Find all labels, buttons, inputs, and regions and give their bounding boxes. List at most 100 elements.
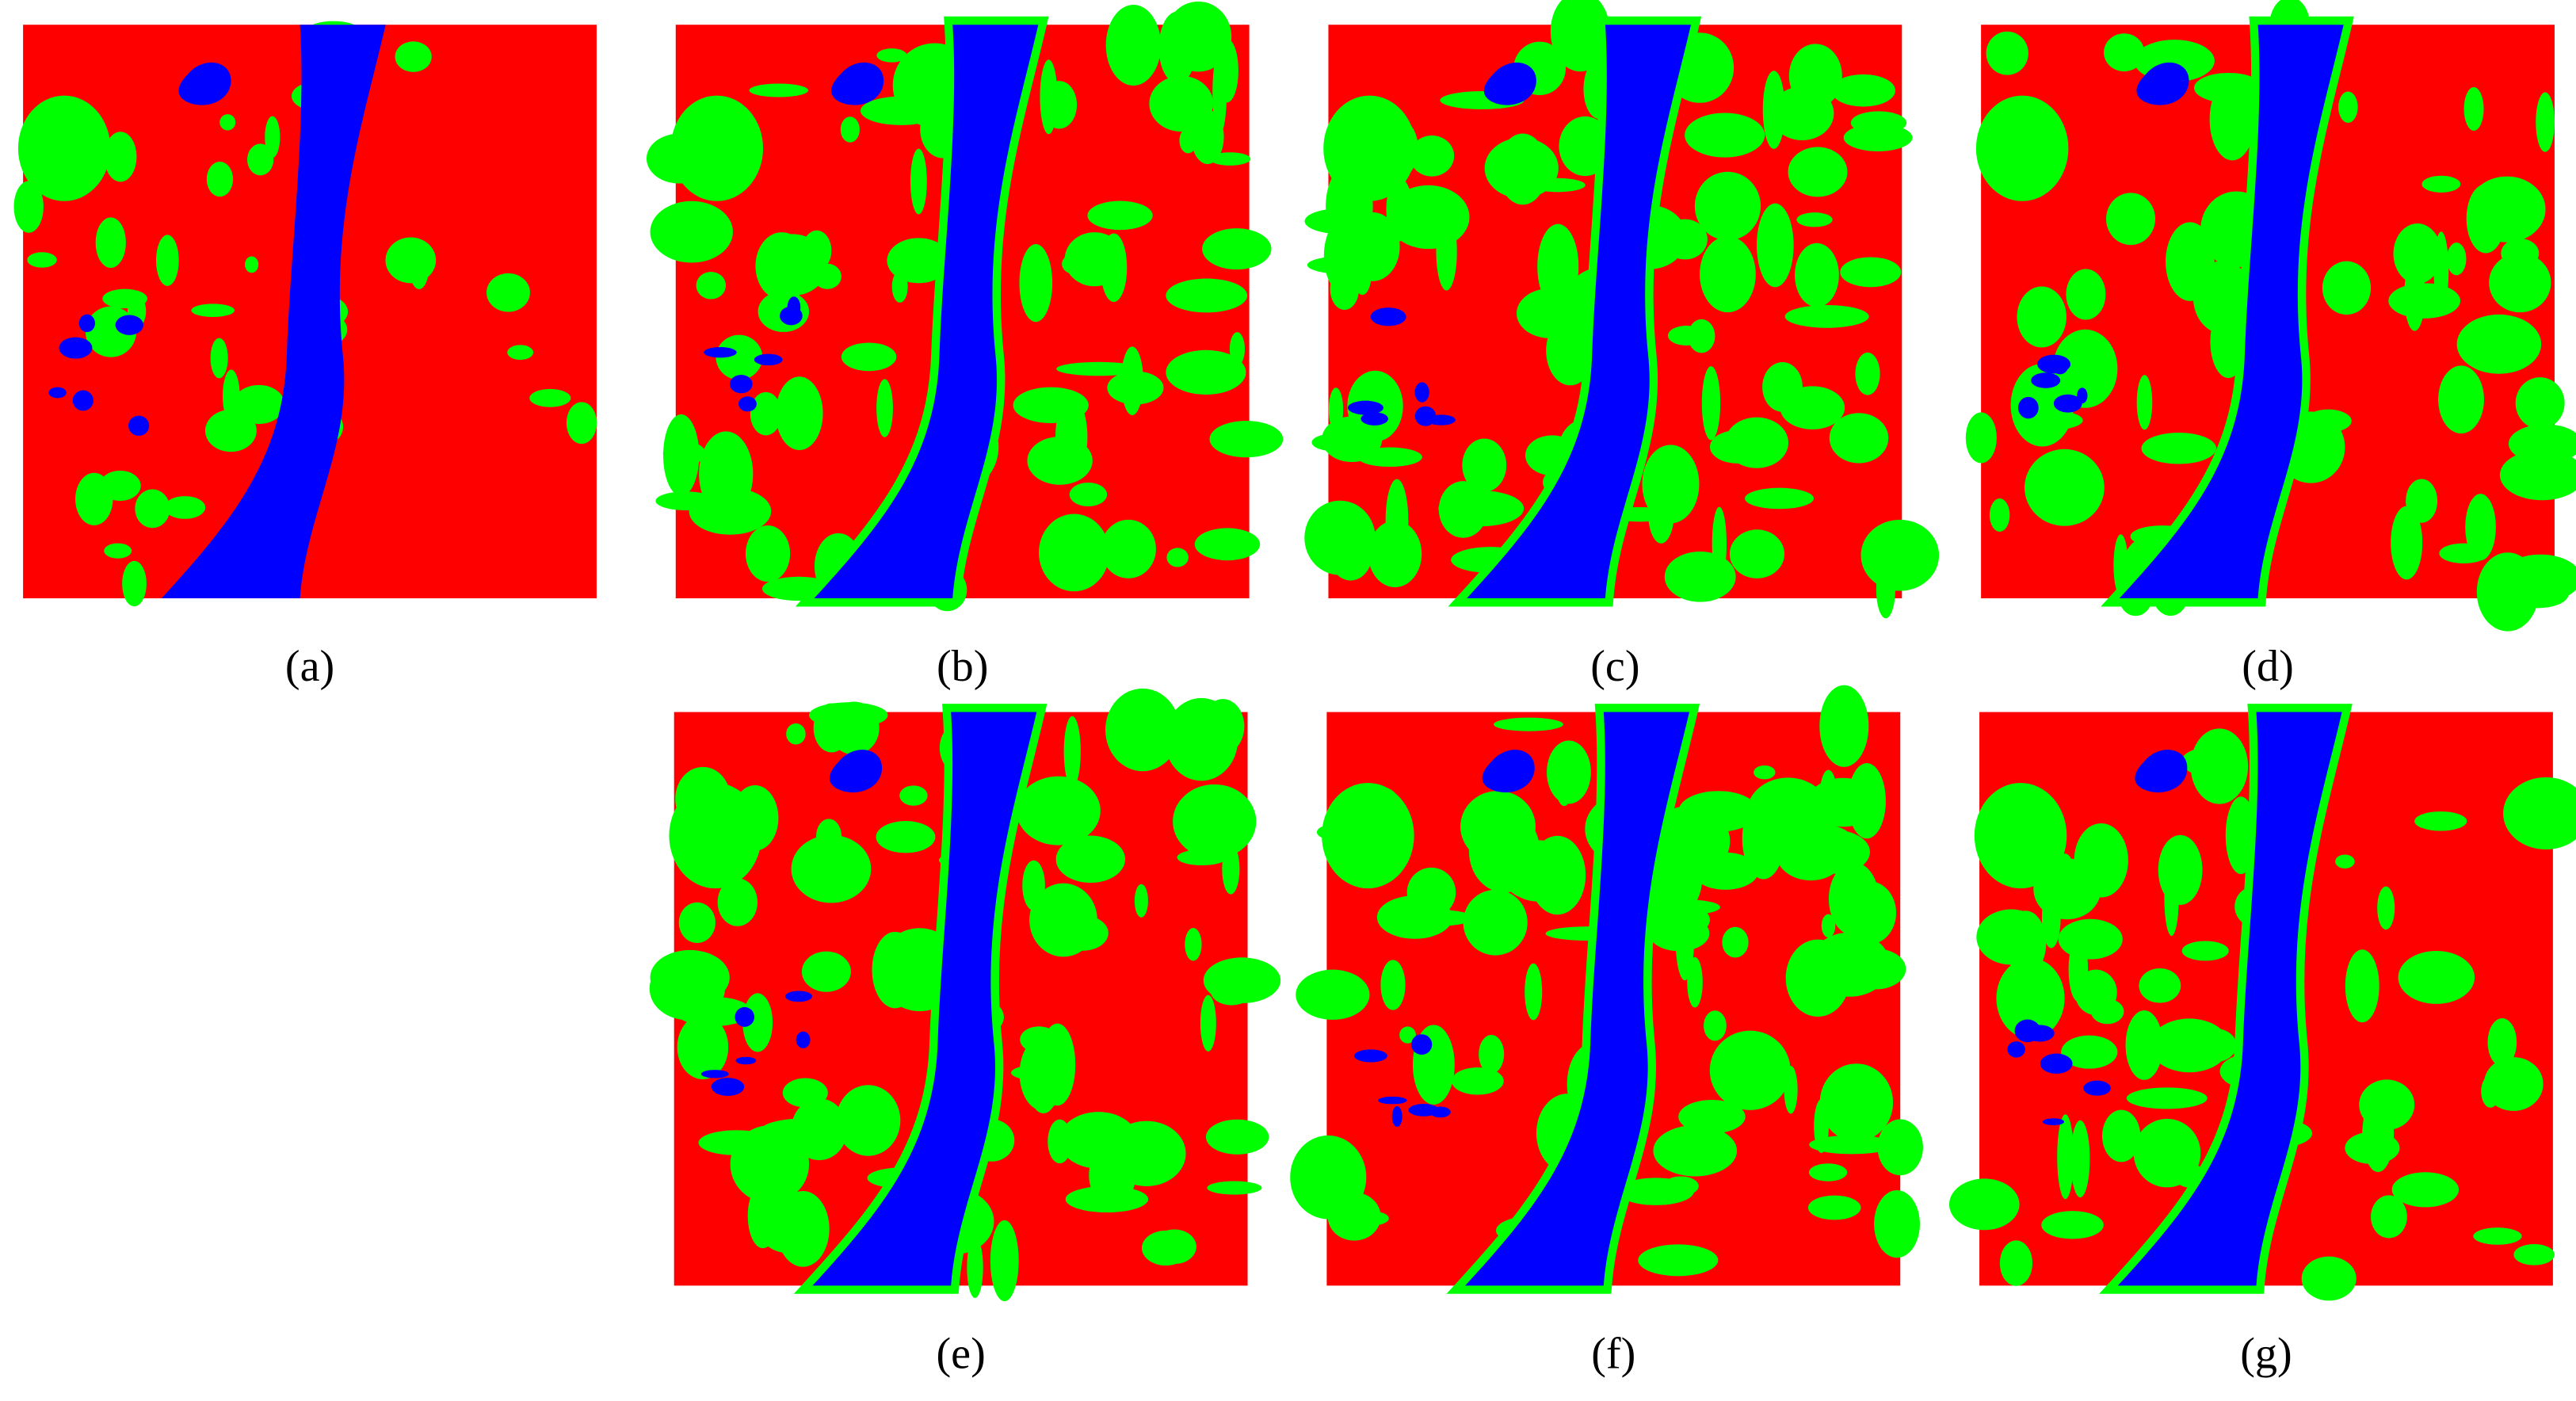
vegetation-patch: [27, 252, 57, 268]
vegetation-patch: [1501, 841, 1581, 902]
lake: [1482, 750, 1535, 792]
vegetation-patch: [650, 200, 733, 263]
vegetation-patch: [1179, 128, 1197, 154]
vegetation-patch: [104, 543, 132, 559]
pond: [2031, 372, 2061, 388]
vegetation-patch: [1202, 228, 1272, 270]
vegetation-patch: [1062, 254, 1084, 274]
vegetation-patch: [1039, 513, 1110, 592]
vegetation-patch: [1463, 889, 1528, 956]
vegetation-patch: [2102, 1109, 2141, 1162]
vegetation-patch: [2126, 1087, 2208, 1109]
vegetation-patch: [1229, 332, 1246, 366]
vegetation-patch: [1662, 219, 1708, 260]
vegetation-patch: [1762, 361, 1803, 412]
pond: [2053, 394, 2082, 413]
vegetation-patch: [95, 217, 126, 269]
vegetation-patch: [1158, 11, 1196, 84]
vegetation-patch: [2057, 1114, 2074, 1200]
vegetation-patch: [1105, 688, 1181, 772]
vegetation-patch: [566, 402, 597, 445]
vegetation-patch: [1101, 519, 1156, 578]
vegetation-patch: [122, 560, 147, 607]
vegetation-patch: [2025, 449, 2105, 526]
pond: [1361, 412, 1388, 426]
vegetation-patch: [1311, 433, 1365, 452]
vegetation-patch: [1688, 319, 1715, 353]
vegetation-patch: [2054, 853, 2076, 911]
vegetation-patch: [749, 83, 809, 97]
vegetation-patch: [2391, 1172, 2460, 1208]
vegetation-patch: [1948, 1178, 2020, 1231]
vegetation-patch: [1784, 305, 1869, 328]
vegetation-patch: [1027, 436, 1093, 485]
vegetation-patch: [876, 48, 907, 63]
vegetation-patch: [899, 785, 928, 806]
vegetation-patch: [678, 902, 716, 943]
vegetation-patch: [1687, 956, 1703, 1008]
vegetation-patch: [409, 244, 429, 289]
classification-map: (c): [1304, 0, 1940, 691]
pond: [2083, 1080, 2111, 1096]
vegetation-patch: [1999, 1240, 2033, 1286]
vegetation-patch: [1210, 975, 1254, 1006]
classification-map: (f): [1290, 685, 1923, 1378]
vegetation-patch: [2181, 941, 2229, 961]
pond: [784, 991, 813, 1002]
vegetation-patch: [1685, 113, 1765, 158]
panel-label: (a): [285, 642, 334, 691]
vegetation-patch: [2041, 888, 2061, 949]
pond: [59, 337, 93, 359]
pond: [2017, 396, 2039, 419]
vegetation-patch: [816, 819, 842, 854]
vegetation-patch: [1550, 0, 1610, 72]
lake: [2136, 62, 2189, 105]
vegetation-patch: [649, 957, 725, 1021]
vegetation-patch: [1788, 44, 1842, 109]
vegetation-patch: [1330, 267, 1360, 311]
vegetation-patch: [1207, 1181, 1262, 1195]
vegetation-patch: [206, 162, 234, 197]
vegetation-patch: [2005, 910, 2047, 975]
vegetation-patch: [2335, 854, 2355, 868]
vegetation-patch: [1701, 366, 1721, 441]
vegetation-patch: [1831, 74, 1895, 107]
vegetation-patch: [2508, 424, 2576, 464]
panel-label: (c): [1590, 642, 1639, 691]
vegetation-patch: [745, 525, 791, 582]
vegetation-patch: [1525, 963, 1543, 1021]
vegetation-patch: [1166, 349, 1246, 395]
vegetation-patch: [2139, 968, 2181, 1003]
pond: [2014, 1019, 2041, 1043]
pond: [72, 390, 93, 411]
vegetation-patch: [1351, 1211, 1389, 1226]
vegetation-patch: [1675, 900, 1695, 981]
vegetation-patch: [1807, 777, 1879, 827]
lake: [830, 750, 883, 792]
vegetation-patch: [1855, 352, 1880, 395]
vegetation-patch: [1808, 1163, 1848, 1181]
vegetation-patch: [1479, 1035, 1505, 1074]
vegetation-patch: [1438, 481, 1488, 538]
vegetation-patch: [2388, 283, 2460, 319]
vegetation-patch: [2090, 998, 2124, 1025]
vegetation-patch: [2058, 918, 2123, 960]
pond: [735, 1056, 757, 1065]
vegetation-patch: [1704, 1010, 1727, 1041]
vegetation-patch: [223, 369, 240, 422]
classification-map: (d): [1965, 0, 2576, 691]
vegetation-patch: [750, 391, 782, 436]
vegetation-patch: [1754, 765, 1776, 780]
vegetation-patch: [2501, 238, 2540, 269]
vegetation-patch: [2473, 1227, 2522, 1245]
lake: [1483, 62, 1536, 105]
vegetation-patch: [1105, 5, 1162, 86]
pond: [2042, 1118, 2064, 1126]
vegetation-patch: [1019, 244, 1053, 323]
vegetation-patch: [1201, 699, 1245, 754]
vegetation-patch: [1678, 1099, 1746, 1134]
lake: [831, 62, 884, 105]
vegetation-patch: [1022, 860, 1045, 910]
pond: [738, 396, 757, 412]
pond: [2077, 387, 2088, 404]
